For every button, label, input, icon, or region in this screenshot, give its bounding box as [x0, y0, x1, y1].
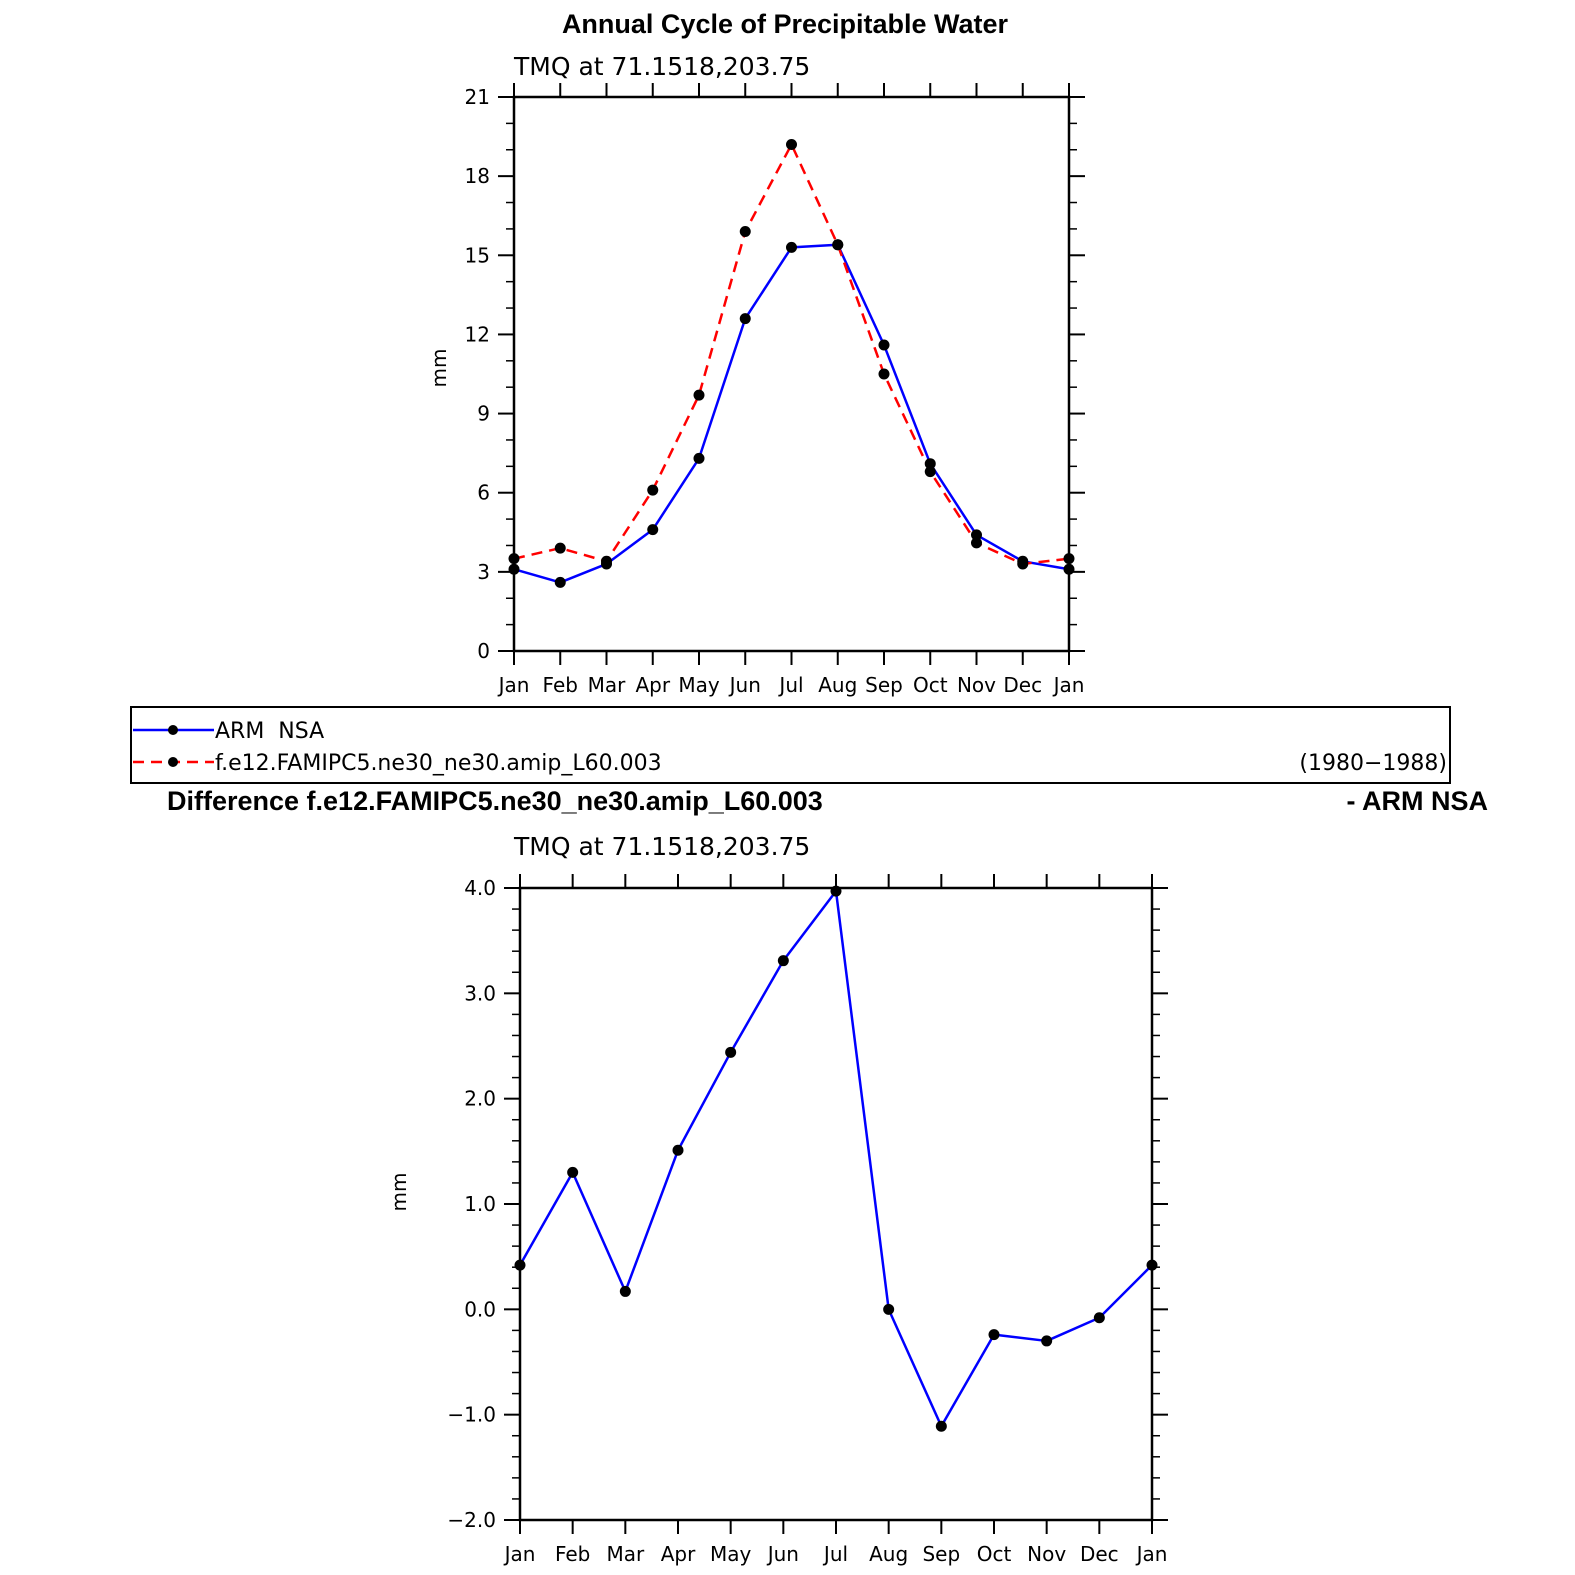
chart1-xtick-label: Jan — [1052, 673, 1085, 697]
chart1-ytick-label: 3 — [477, 560, 490, 584]
chart1-ytick-label: 0 — [477, 639, 490, 663]
chart2-ytick-label: 1.0 — [464, 1192, 496, 1216]
chart1-series-0-point — [739, 313, 751, 325]
chart2-ytick-label: 3.0 — [464, 981, 496, 1005]
chart2-series-0-point — [725, 1046, 737, 1058]
chart2-series-0-point — [988, 1329, 1000, 1341]
chart1-series-1-point — [878, 368, 890, 380]
legend-label-arm-nsa: ARM NSA — [215, 719, 324, 744]
chart2-ylabel: mm — [387, 1173, 411, 1212]
chart1-series-1-point — [647, 484, 659, 496]
chart2-xtick-label: Jul — [822, 1542, 848, 1566]
chart1-series-1-point — [1063, 553, 1075, 565]
chart1-xtick-label: Sep — [865, 673, 903, 697]
chart1-ytick-label: 9 — [477, 402, 490, 426]
chart1-series-1-point — [832, 239, 844, 251]
chart1-ytick-label: 15 — [465, 243, 490, 267]
chart1-series-1-point — [739, 226, 751, 238]
chart2-title-right: - ARM NSA — [1347, 786, 1489, 816]
chart1-xtick-label: Oct — [913, 673, 948, 697]
chart1-xtick-label: Feb — [543, 673, 578, 697]
chart2-xtick-label: May — [710, 1542, 752, 1566]
chart2-series-0-point — [514, 1259, 526, 1271]
chart1-series-0-point — [647, 524, 659, 536]
chart1-xtick-label: Jul — [777, 673, 803, 697]
chart2-xtick-label: Apr — [661, 1542, 696, 1566]
chart2-series-0-point — [1093, 1312, 1105, 1324]
chart2-subtitle: TMQ at 71.1518,203.75 — [513, 832, 810, 861]
chart1-series-0-point — [971, 529, 982, 541]
chart1-series-0-point — [508, 563, 520, 575]
chart1-series-0-point — [878, 339, 890, 351]
legend-marker-model — [168, 757, 178, 767]
chart1-series-1-line — [513, 143, 1070, 566]
chart1-series-1-point — [508, 553, 520, 565]
chart1-series-1-point — [786, 138, 797, 150]
chart1-xtick-label: Apr — [635, 673, 670, 697]
chart2-xtick-label: Sep — [922, 1542, 960, 1566]
chart1-series-1-point — [924, 466, 936, 478]
chart2-ytick-label: 0.0 — [464, 1297, 496, 1321]
chart2-title-left: Difference f.e12.FAMIPC5.ne30_ne30.amip_… — [167, 786, 823, 816]
chart1-series-0-point — [1063, 563, 1075, 575]
chart1-xtick-label: Dec — [1003, 673, 1042, 697]
chart1-xtick-label: Nov — [957, 673, 996, 697]
chart2-series-0-point — [883, 1303, 895, 1315]
chart2-plot: Jan Feb Mar Apr May Jun Jul Aug Sep Oct Nov Dec Jan−… — [447, 874, 1168, 1566]
legend-period: (1980−1988) — [1299, 751, 1447, 776]
chart2-series-0-point — [1146, 1259, 1158, 1271]
chart1-ytick-label: 21 — [465, 85, 490, 109]
chart1-series-0-point — [786, 241, 797, 253]
chart1-title: Annual Cycle of Precipitable Water — [562, 9, 1009, 39]
chart2-series-0-line — [518, 889, 1153, 1428]
chart1-series-1-point — [1017, 558, 1029, 570]
chart2-xtick-label: Jun — [766, 1542, 799, 1566]
chart1-series-1-point — [971, 537, 982, 549]
chart2-frame — [518, 886, 1154, 1522]
chart2-ytick-label: 4.0 — [464, 876, 496, 900]
chart2-xtick-label: Feb — [555, 1542, 590, 1566]
chart2-xtick-label: Oct — [977, 1542, 1012, 1566]
chart1-ylabel: mm — [427, 349, 451, 388]
chart2-xtick-label: Nov — [1027, 1542, 1066, 1566]
chart2-series-0-point — [1041, 1335, 1053, 1347]
legend-marker-arm-nsa — [168, 725, 178, 735]
chart1-xtick-label: May — [678, 673, 720, 697]
chart1-xtick-label: Jan — [497, 673, 530, 697]
chart1-series-1-point — [601, 555, 612, 567]
chart2-series-0-point — [935, 1420, 947, 1432]
chart1-ytick-label: 6 — [477, 481, 490, 505]
chart2-xtick-label: Aug — [869, 1542, 908, 1566]
chart1-series-0-point — [693, 452, 705, 464]
chart2-series-0-point — [777, 955, 789, 967]
chart1-series-0-point — [924, 458, 936, 470]
chart2-xtick-label: Dec — [1080, 1542, 1119, 1566]
chart2-xtick-label: Mar — [606, 1542, 645, 1566]
legend-box — [130, 706, 1451, 784]
chart1-xtick-label: Jun — [728, 673, 761, 697]
chart2-ytick-label: −2.0 — [447, 1508, 496, 1532]
chart1-series-1-point — [554, 542, 566, 554]
chart1-plot: Jan Feb Mar Apr May Jun Jul Aug Sep Oct Nov Dec Jan 0… — [465, 83, 1085, 697]
chart1-xtick-label: Mar — [588, 673, 627, 697]
chart1-series-1-point — [693, 389, 705, 401]
chart1-ytick-label: 18 — [465, 164, 490, 188]
chart2-series-0-point — [619, 1285, 631, 1297]
legend: ARM NSA f.e12.FAMIPC5.ne30_ne30.amip_L60… — [130, 706, 1451, 784]
chart2-series-0-point — [672, 1144, 684, 1156]
chart2-xtick-label: Jan — [503, 1542, 536, 1566]
chart2-ytick-label: −1.0 — [447, 1403, 496, 1427]
chart2-ytick-label: 2.0 — [464, 1087, 496, 1111]
chart1-subtitle: TMQ at 71.1518,203.75 — [513, 52, 810, 81]
chart2-series-0-point — [567, 1166, 579, 1178]
chart1-series-0-point — [554, 576, 566, 588]
chart2-series-0-point — [830, 885, 842, 897]
chart1-ytick-label: 12 — [465, 322, 490, 346]
legend-label-model: f.e12.FAMIPC5.ne30_ne30.amip_L60.003 — [215, 751, 662, 776]
chart2-xtick-label: Jan — [1135, 1542, 1168, 1566]
chart1-series-0-line — [513, 243, 1070, 584]
chart1-xtick-label: Aug — [818, 673, 857, 697]
